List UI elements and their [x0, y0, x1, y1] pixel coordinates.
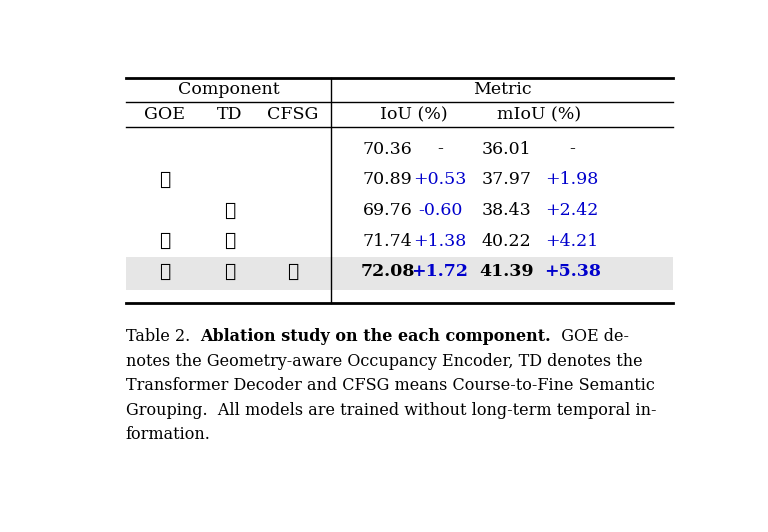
- Text: 36.01: 36.01: [482, 140, 531, 157]
- Text: mIoU (%): mIoU (%): [498, 106, 581, 123]
- Text: 38.43: 38.43: [482, 202, 531, 219]
- Text: notes the Geometry-aware Occupancy Encoder, TD denotes the: notes the Geometry-aware Occupancy Encod…: [126, 353, 642, 370]
- Text: GOE: GOE: [144, 106, 185, 123]
- Text: ✔: ✔: [224, 263, 236, 281]
- Text: 72.08: 72.08: [360, 263, 415, 280]
- Text: Component: Component: [177, 81, 280, 98]
- Text: ✔: ✔: [159, 171, 170, 189]
- Text: ✔: ✔: [159, 263, 170, 281]
- Text: -: -: [437, 140, 443, 157]
- Text: 70.89: 70.89: [362, 171, 412, 188]
- Text: +1.38: +1.38: [413, 232, 467, 250]
- Text: +4.21: +4.21: [545, 232, 599, 250]
- Text: ✔: ✔: [159, 232, 170, 250]
- Text: 37.97: 37.97: [482, 171, 531, 188]
- Text: 70.36: 70.36: [362, 140, 412, 157]
- Text: +2.42: +2.42: [545, 202, 599, 219]
- Text: 71.74: 71.74: [362, 232, 412, 250]
- Text: Transformer Decoder and CFSG means Course-to-Fine Semantic: Transformer Decoder and CFSG means Cours…: [126, 377, 654, 394]
- Text: IoU (%): IoU (%): [380, 106, 448, 123]
- Text: +1.98: +1.98: [545, 171, 599, 188]
- Text: CFSG: CFSG: [266, 106, 318, 123]
- Text: Table 2.: Table 2.: [126, 328, 200, 345]
- Text: -: -: [569, 140, 575, 157]
- Text: 69.76: 69.76: [362, 202, 412, 219]
- Text: Grouping.  All models are trained without long-term temporal in-: Grouping. All models are trained without…: [126, 402, 657, 419]
- Text: Metric: Metric: [473, 81, 531, 98]
- Text: TD: TD: [217, 106, 243, 123]
- Text: ✔: ✔: [224, 232, 236, 250]
- Text: ✔: ✔: [286, 263, 298, 281]
- Text: -0.60: -0.60: [418, 202, 462, 219]
- Text: +1.72: +1.72: [412, 263, 468, 280]
- Text: formation.: formation.: [126, 426, 210, 443]
- Text: Ablation study on the each component.: Ablation study on the each component.: [200, 328, 551, 345]
- Text: +5.38: +5.38: [544, 263, 601, 280]
- Text: 41.39: 41.39: [479, 263, 534, 280]
- Text: GOE de-: GOE de-: [551, 328, 629, 345]
- Text: 40.22: 40.22: [482, 232, 531, 250]
- Bar: [126, 256, 674, 290]
- Text: ✔: ✔: [224, 202, 236, 220]
- Text: +0.53: +0.53: [413, 171, 467, 188]
